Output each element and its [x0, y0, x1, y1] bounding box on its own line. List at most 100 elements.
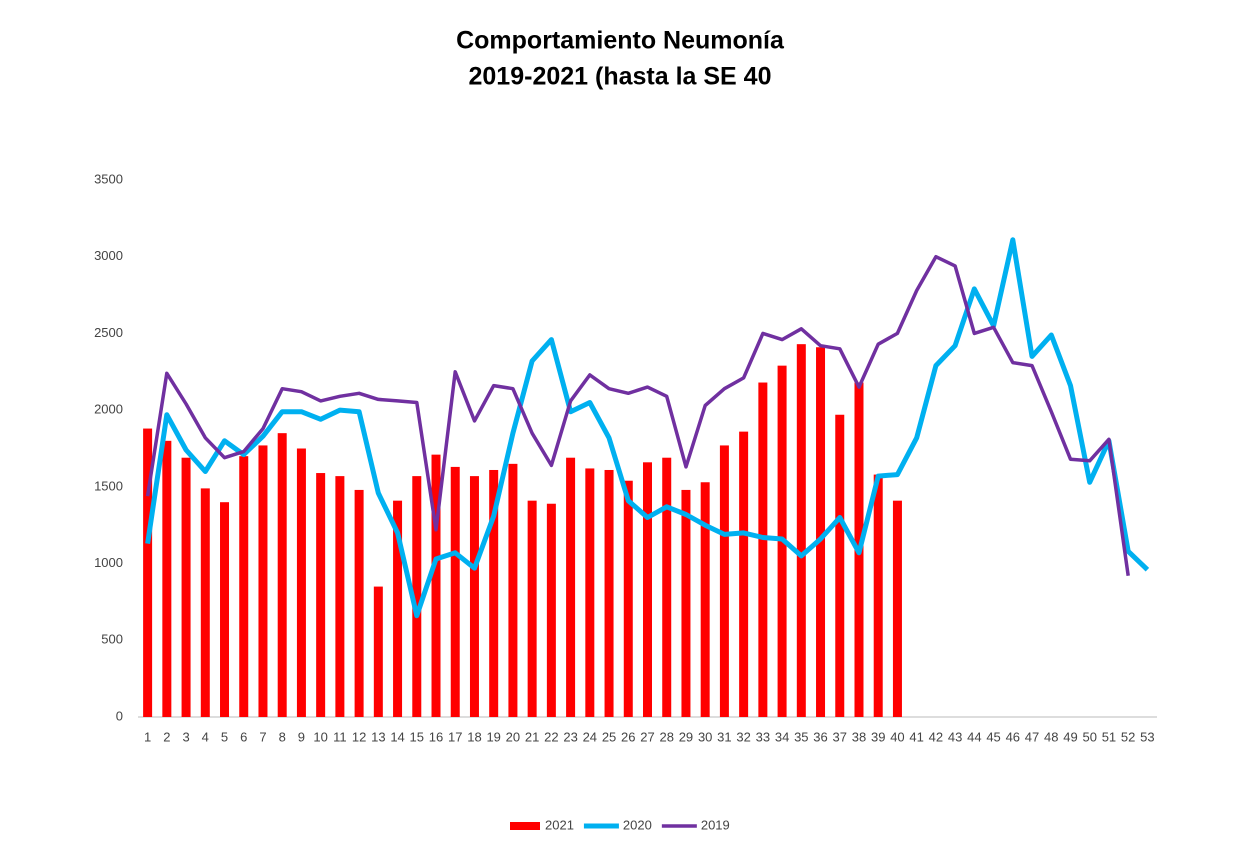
- chart-subtitle: 2019-2021 (hasta la SE 40: [469, 63, 772, 91]
- x-tick-label: 51: [1102, 729, 1116, 744]
- bar: [700, 482, 710, 717]
- bar: [162, 440, 172, 717]
- bar: [489, 469, 499, 717]
- bar: [412, 476, 422, 717]
- bar: [643, 462, 652, 717]
- chart-title: Comportamiento Neumonía: [456, 27, 785, 55]
- y-tick-label: 1000: [94, 555, 123, 570]
- x-tick-label: 28: [659, 729, 673, 744]
- line: [145, 237, 1150, 619]
- x-tick-label: 33: [756, 729, 770, 744]
- x-tick-label: 18: [467, 729, 481, 744]
- bar: [546, 503, 556, 717]
- x-tick-label: 16: [429, 729, 443, 744]
- x-tick-label: 38: [852, 729, 866, 744]
- x-tick-label: 6: [240, 729, 247, 744]
- bar: [662, 457, 672, 717]
- x-tick-label: 26: [621, 729, 635, 744]
- bar: [335, 476, 345, 717]
- bar: [566, 457, 576, 717]
- x-tick-label: 53: [1140, 729, 1154, 744]
- x-tick-label: 23: [563, 729, 577, 744]
- bar: [623, 480, 633, 717]
- x-tick-label: 36: [813, 729, 827, 744]
- bar: [277, 433, 287, 717]
- x-tick-label: 9: [298, 729, 305, 744]
- bar: [508, 463, 518, 717]
- bar: [258, 445, 268, 717]
- y-tick-label: 0: [116, 708, 123, 723]
- x-tick-label: 35: [794, 729, 808, 744]
- x-tick-label: 13: [371, 729, 385, 744]
- x-tick-label: 43: [948, 729, 962, 744]
- x-tick-label: 32: [736, 729, 750, 744]
- bar: [604, 469, 614, 717]
- x-tick-label: 41: [909, 729, 923, 744]
- legend-label: 2019: [701, 817, 730, 832]
- x-tick-label: 22: [544, 729, 558, 744]
- x-tick-label: 21: [525, 729, 539, 744]
- bar: [758, 382, 768, 717]
- x-tick-label: 7: [259, 729, 266, 744]
- x-tick-label: 45: [986, 729, 1000, 744]
- x-tick-label: 10: [313, 729, 327, 744]
- bar: [220, 502, 230, 717]
- x-tick-label: 20: [506, 729, 520, 744]
- bar: [200, 488, 210, 717]
- bar: [354, 489, 364, 717]
- bar: [393, 500, 403, 717]
- bar: [719, 445, 729, 717]
- bar: [585, 468, 595, 717]
- bar: [431, 454, 441, 717]
- legend-swatch: [510, 822, 540, 830]
- bar: [739, 431, 749, 717]
- x-tick-label: 3: [182, 729, 189, 744]
- x-tick-label: 19: [486, 729, 500, 744]
- x-tick-label: 27: [640, 729, 654, 744]
- bar: [835, 414, 845, 717]
- x-tick-label: 49: [1063, 729, 1077, 744]
- x-tick-label: 31: [717, 729, 731, 744]
- bar: [681, 489, 691, 717]
- x-tick-label: 24: [583, 729, 597, 744]
- x-tick-label: 25: [602, 729, 616, 744]
- y-tick-label: 1500: [94, 478, 123, 493]
- bar: [527, 500, 537, 717]
- x-tick-label: 11: [333, 729, 347, 744]
- bar: [239, 456, 249, 717]
- x-tick-label: 52: [1121, 729, 1135, 744]
- x-tick-label: 2: [163, 729, 170, 744]
- x-tick-label: 44: [967, 729, 981, 744]
- bar: [816, 347, 826, 717]
- bar: [469, 476, 479, 717]
- bar: [873, 474, 883, 717]
- x-tick-label: 14: [390, 729, 404, 744]
- legend-label: 2020: [623, 817, 652, 832]
- x-tick-label: 4: [202, 729, 209, 744]
- bar: [316, 473, 326, 717]
- x-tick-label: 42: [929, 729, 943, 744]
- x-tick-label: 46: [1006, 729, 1020, 744]
- x-tick-label: 37: [833, 729, 847, 744]
- x-tick-label: 15: [410, 729, 424, 744]
- x-tick-label: 17: [448, 729, 462, 744]
- bar: [296, 448, 306, 717]
- x-tick-label: 48: [1044, 729, 1058, 744]
- x-tick-label: 1: [144, 729, 151, 744]
- x-tick-label: 34: [775, 729, 789, 744]
- x-tick-label: 39: [871, 729, 885, 744]
- y-tick-label: 3500: [94, 171, 123, 186]
- x-tick-label: 47: [1025, 729, 1039, 744]
- y-tick-label: 3000: [94, 248, 123, 263]
- y-tick-label: 500: [101, 632, 123, 647]
- y-tick-label: 2500: [94, 325, 123, 340]
- line: [145, 254, 1130, 577]
- y-tick-label: 2000: [94, 402, 123, 417]
- x-tick-label: 29: [679, 729, 693, 744]
- x-tick-label: 8: [279, 729, 286, 744]
- bar: [892, 500, 902, 717]
- x-tick-label: 50: [1082, 729, 1096, 744]
- bar: [143, 428, 153, 717]
- bar: [450, 466, 460, 717]
